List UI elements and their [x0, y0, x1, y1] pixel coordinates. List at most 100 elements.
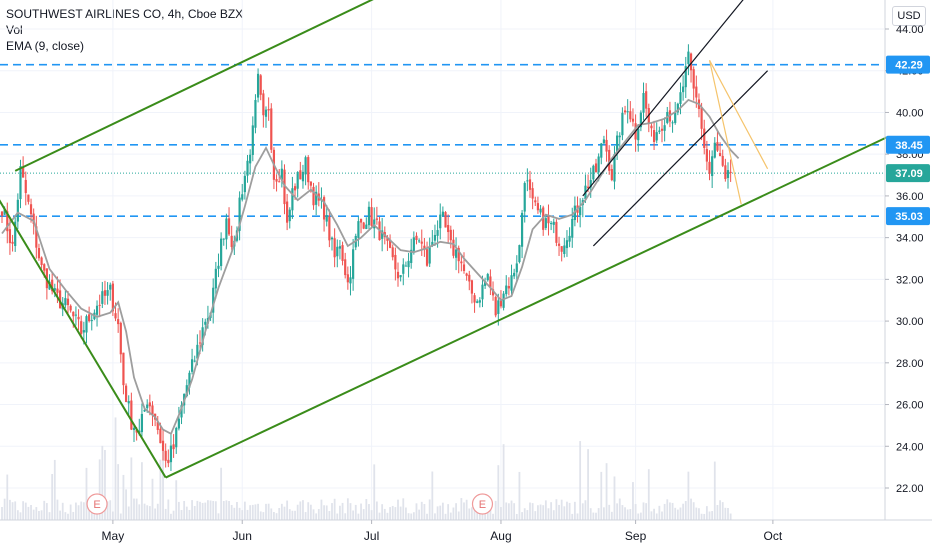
- candle-body: [547, 215, 550, 224]
- volume-bar: [360, 503, 362, 520]
- candle-body: [196, 344, 199, 359]
- volume-bar: [616, 503, 619, 520]
- volume-bar: [286, 500, 289, 520]
- candle-body: [74, 314, 78, 316]
- volume-bar: [72, 511, 75, 520]
- volume-bar: [167, 499, 170, 520]
- candle-body: [80, 321, 83, 334]
- candle-body: [278, 181, 281, 183]
- volume-bar: [497, 465, 500, 520]
- volume-bar: [579, 441, 582, 520]
- candle-body: [713, 142, 716, 158]
- volume-bar: [439, 505, 442, 520]
- volume-bar: [629, 509, 632, 520]
- candle-body: [190, 359, 194, 372]
- volume-bar: [183, 500, 186, 520]
- candle-body: [621, 112, 624, 136]
- candle-body: [167, 459, 170, 464]
- candle-body: [650, 125, 653, 129]
- candle-body: [0, 211, 4, 216]
- price-label-background: [886, 164, 930, 183]
- volume-bar: [423, 504, 426, 520]
- candle-body: [478, 300, 481, 303]
- volume-bar: [16, 510, 19, 520]
- candle-body: [217, 265, 220, 269]
- earnings-marker[interactable]: E: [86, 493, 108, 515]
- volume-bar: [647, 469, 650, 520]
- candle-body: [552, 221, 555, 225]
- candle-body: [645, 91, 648, 109]
- volume-bar: [518, 471, 521, 520]
- volume-bar: [650, 511, 653, 520]
- candle-body: [391, 247, 394, 258]
- candle-body: [703, 128, 706, 148]
- volume-bar: [436, 506, 439, 520]
- candle-body: [259, 75, 262, 95]
- volume-bar: [581, 503, 584, 520]
- candle-body: [243, 175, 246, 193]
- candle-body: [164, 450, 167, 461]
- candle-body: [592, 165, 595, 180]
- volume-bar: [613, 476, 616, 520]
- volume-bar: [655, 513, 658, 520]
- volume-bar: [77, 505, 80, 520]
- earnings-marker-circle: [86, 493, 108, 515]
- volume-bar: [534, 511, 537, 520]
- volume-bar: [698, 508, 700, 520]
- candle-body: [143, 409, 146, 412]
- candle-body: [682, 86, 685, 93]
- candle-body: [193, 360, 196, 362]
- price-axis-label: 28.00: [896, 358, 924, 370]
- volume-bar: [676, 509, 679, 520]
- candle-body: [410, 249, 413, 263]
- ema-indicator-label[interactable]: EMA (9, close): [6, 39, 85, 53]
- volume-bars: [1, 417, 732, 520]
- candle-body: [594, 163, 598, 173]
- candle-body: [299, 170, 302, 180]
- candle-body: [280, 168, 283, 180]
- symbol-title[interactable]: SOUTHWEST AIRLINES CO, 4h, Cboe BZX: [6, 7, 244, 21]
- volume-bar: [90, 509, 93, 520]
- candle-body: [293, 186, 297, 191]
- volume-bar: [489, 506, 492, 520]
- candle-body: [602, 139, 606, 144]
- volume-bar: [386, 512, 389, 520]
- candle-body: [198, 342, 202, 344]
- candle-body: [29, 204, 33, 215]
- volume-bar: [346, 498, 349, 520]
- volume-bar: [230, 505, 233, 520]
- time-axis-label: Jul: [364, 529, 379, 543]
- volume-bar: [653, 508, 655, 520]
- candle-body: [470, 280, 474, 294]
- volume-bar: [233, 507, 236, 520]
- volume-bar: [69, 504, 72, 520]
- volume-bar: [24, 502, 27, 520]
- candle-body: [489, 276, 492, 288]
- candle-body: [729, 171, 732, 173]
- candle-body: [494, 297, 497, 316]
- volume-bar: [555, 499, 558, 520]
- volume-bar: [64, 512, 67, 520]
- currency-button[interactable]: USD: [892, 6, 926, 26]
- volume-bar: [452, 507, 455, 520]
- volume-bar: [539, 504, 542, 520]
- volume-bar: [444, 513, 447, 520]
- candle-body: [344, 259, 347, 276]
- volume-bar: [67, 513, 69, 520]
- volume-bar: [468, 508, 471, 520]
- volume-bar: [328, 511, 331, 520]
- candle-body: [370, 207, 373, 226]
- volume-bar: [228, 500, 230, 520]
- volume-bar: [88, 510, 91, 520]
- volume-bar: [610, 511, 613, 520]
- volume-indicator-label[interactable]: Vol: [6, 23, 23, 37]
- earnings-marker[interactable]: E: [471, 493, 494, 515]
- volume-bar: [537, 505, 539, 520]
- candle-body: [687, 51, 690, 64]
- price-axis-label: 34.00: [896, 233, 924, 245]
- trend-line: [0, 199, 167, 479]
- volume-bar: [687, 471, 690, 520]
- price-axis-label: 22.00: [896, 483, 924, 495]
- candle-body: [124, 385, 128, 402]
